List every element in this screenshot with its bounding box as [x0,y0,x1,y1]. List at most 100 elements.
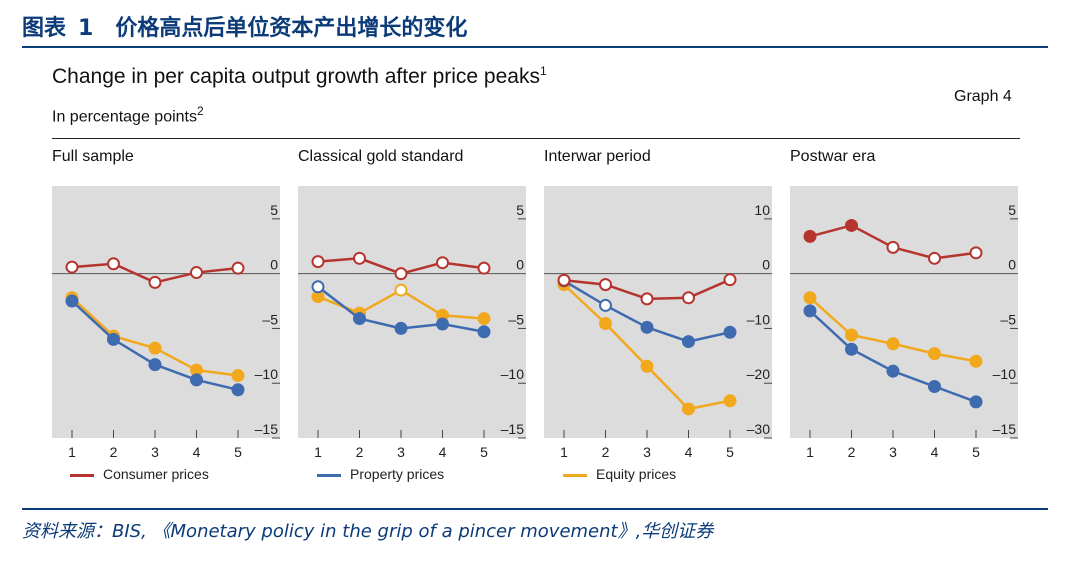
legend-label-equity: Equity prices [596,466,677,482]
x-tick-label: 4 [193,444,201,460]
x-tick-label: 5 [234,444,242,460]
data-point-property-prices [477,325,491,339]
y-tick-label: –10 [255,366,279,382]
data-point-property-prices [353,312,366,326]
figure-header: 图表 1 价格高点后单位资本产出增长的变化 [22,10,467,42]
data-point-equity-prices [969,354,983,368]
data-point-equity-prices [599,317,612,331]
data-point-property-prices [190,373,203,387]
data-point-equity-prices [928,347,941,361]
header-rule [22,46,1048,48]
x-tick-label: 3 [151,444,159,460]
y-tick-label: –30 [747,421,771,437]
data-point-consumer-prices [928,251,941,265]
y-tick-label: –10 [501,366,525,382]
y-tick-label: –15 [501,421,525,437]
source-note: 资料来源：BIS, 《Monetary policy in the grip o… [22,521,714,542]
data-point-consumer-prices [107,257,120,271]
chart-panel-4: 5 0 –5 –10 –15 1 2 3 4 5 [790,186,1018,460]
legend-property-prices: Property prices [317,466,444,482]
y-tick-label: 0 [516,257,524,273]
data-point-consumer-prices [723,273,737,287]
plot-background [52,186,280,438]
y-tick-label: –15 [993,421,1017,437]
data-point-equity-prices [845,328,858,342]
x-tick-label: 1 [806,444,814,460]
legend-swatch-consumer [70,473,94,477]
data-point-consumer-prices [803,229,817,243]
y-tick-label: 0 [270,257,278,273]
data-point-property-prices [65,294,79,308]
data-point-consumer-prices [231,261,245,275]
x-tick-label: 1 [68,444,76,460]
y-tick-label: 5 [516,202,524,218]
x-tick-label: 2 [356,444,364,460]
data-point-property-prices [928,380,941,394]
data-point-consumer-prices [311,255,325,269]
figure-caption: 价格高点后单位资本产出增长的变化 [115,16,468,41]
data-point-consumer-prices [640,292,654,306]
legend-consumer-prices: Consumer prices [70,466,209,482]
data-point-equity-prices [394,283,408,297]
plot-background [298,186,526,438]
chart-title: Change in per capita output growth after… [52,64,547,89]
data-point-consumer-prices [477,261,491,275]
data-point-equity-prices [640,359,654,373]
x-tick-label: 1 [560,444,568,460]
data-point-equity-prices [148,341,162,355]
plot-background [790,186,1018,438]
data-point-property-prices [969,395,983,409]
data-point-consumer-prices [886,240,900,254]
chart-panel-2: 5 0 –5 –10 –15 1 2 3 4 5 [298,186,526,460]
data-point-equity-prices [723,394,737,408]
y-tick-label: –5 [1000,311,1016,327]
data-point-equity-prices [231,369,245,383]
x-tick-label: 2 [848,444,856,460]
y-tick-label: –20 [747,366,771,382]
chart-title-footnote: 1 [539,64,547,78]
x-tick-label: 5 [480,444,488,460]
data-point-property-prices [886,364,900,378]
data-point-property-prices [803,304,817,318]
chart-title-text: Change in per capita output growth after… [52,65,540,88]
y-tick-label: 0 [762,257,770,273]
y-tick-label: –5 [262,311,278,327]
data-point-property-prices [107,332,120,346]
data-point-consumer-prices [557,273,571,287]
data-point-consumer-prices [394,267,408,281]
data-point-property-prices [231,383,245,397]
data-point-property-prices [640,320,654,334]
chart-subtitle: In percentage points2 [52,104,204,126]
data-point-property-prices [311,280,325,294]
y-tick-label: 5 [1008,202,1016,218]
data-point-consumer-prices [845,218,858,232]
data-point-property-prices [394,321,408,335]
data-point-consumer-prices [436,256,449,270]
chart-subtitle-text: In percentage points [52,108,197,126]
graph-number: Graph 4 [954,88,1012,105]
data-point-consumer-prices [190,266,203,280]
y-tick-label: 0 [1008,257,1016,273]
plot-background [544,186,772,438]
x-tick-label: 3 [397,444,405,460]
data-point-property-prices [723,325,737,339]
panel-title-postwar: Postwar era [790,148,876,165]
y-tick-label: –5 [508,311,524,327]
legend-swatch-equity [563,473,587,477]
chart-subtitle-footnote: 2 [197,104,204,118]
y-tick-label: 10 [754,202,770,218]
data-point-property-prices [148,358,162,372]
panel-title-full-sample: Full sample [52,148,134,165]
data-point-consumer-prices [65,260,79,274]
x-tick-label: 2 [602,444,610,460]
y-tick-label: –10 [747,311,771,327]
data-point-equity-prices [803,291,817,305]
panel-title-interwar: Interwar period [544,148,651,165]
y-tick-label: –15 [255,421,279,437]
legend-label-consumer: Consumer prices [103,466,209,482]
legend-swatch-property [317,473,341,477]
data-point-consumer-prices [682,291,695,305]
data-point-property-prices [845,342,858,356]
data-point-consumer-prices [599,278,612,292]
